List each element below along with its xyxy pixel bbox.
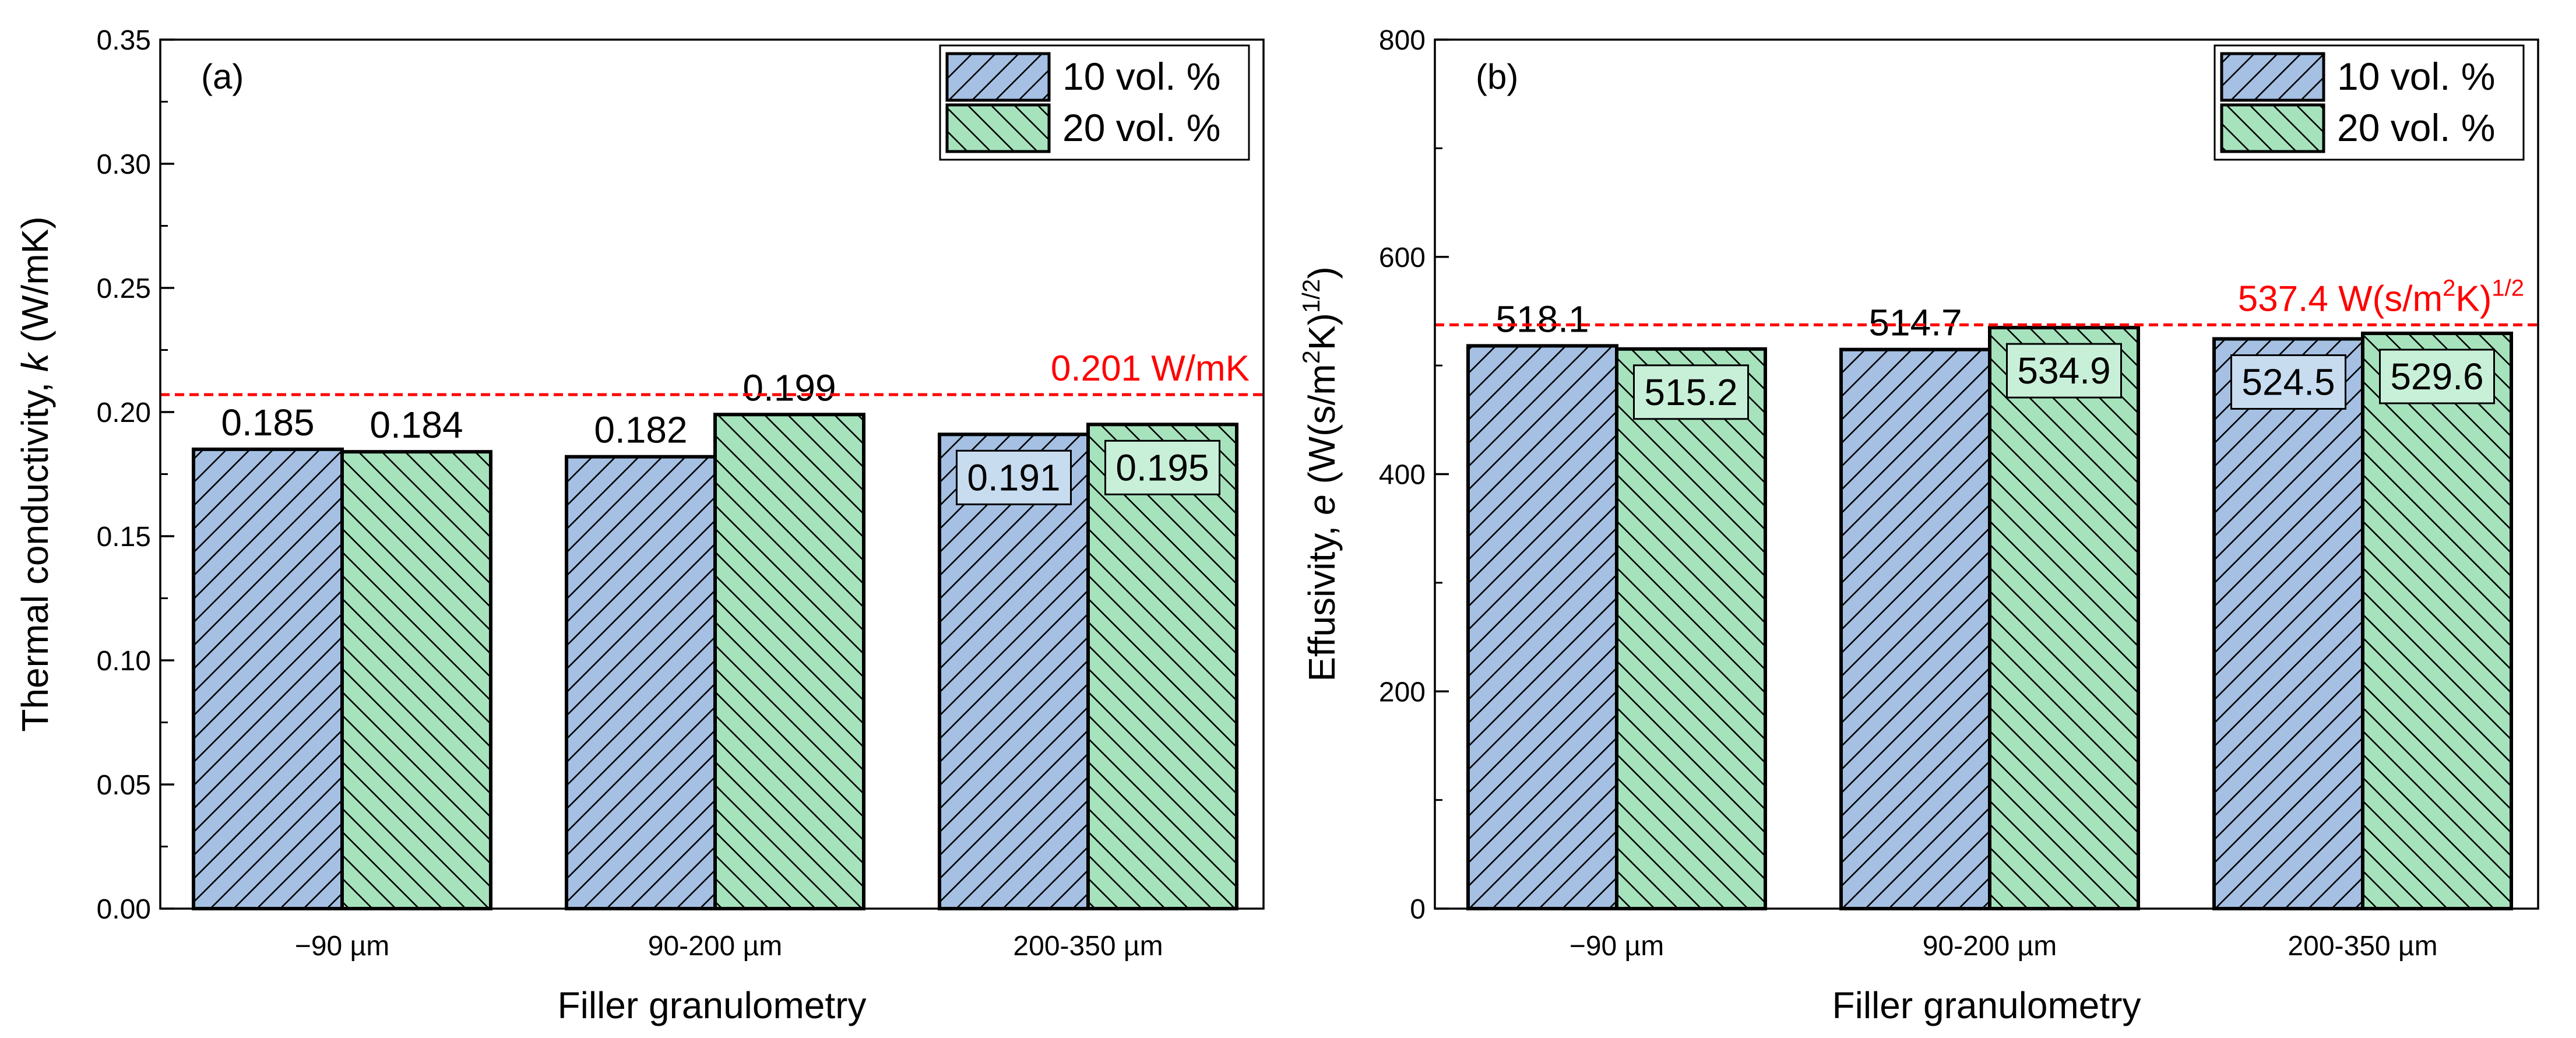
legend-swatch-outline [945, 52, 1051, 102]
bar-hatch-s2-c2 [715, 414, 864, 909]
y-tick-label: 0.00 [97, 894, 151, 925]
x-tick-label: −90 µm [295, 931, 389, 962]
legend-swatch-outline [2220, 52, 2325, 102]
y-tick-label: 0.25 [97, 273, 151, 304]
legend-swatch-outline [2220, 103, 2325, 153]
value-label: 0.191 [967, 456, 1060, 498]
value-label-box [2006, 343, 2122, 399]
y-tick-label: 0.30 [97, 149, 151, 180]
x-tick-label: 90-200 µm [648, 931, 782, 962]
x-tick-label: 200-350 µm [2288, 931, 2437, 962]
value-label-box [956, 449, 1072, 505]
bar-hatch-s1-c1 [193, 449, 342, 909]
bar-hatch-s1-c3 [939, 434, 1088, 909]
y-tick-label: 800 [1379, 25, 1426, 56]
value-label: 0.199 [742, 367, 836, 409]
legend-swatch-hatch [947, 105, 1049, 152]
panel-b: 0 200 400 600 800 518.1 515.2 −90 µm 514.7 534.9 9… [1297, 25, 2539, 1026]
legend-swatch-hatch [2222, 105, 2324, 152]
legend-label: 20 vol. % [1062, 106, 1220, 149]
y-axis-title: Thermal conductivity, k (W/mK) [14, 216, 56, 731]
panel-a: 0.00 0.05 0.10 0.15 0.20 0.25 0.30 0.35 0.185 0.1… [14, 25, 1265, 1026]
legend-swatch-hatch [2222, 54, 2324, 100]
bar-hatch-s2-c2 [1990, 328, 2138, 909]
legend-label: 10 vol. % [1062, 55, 1220, 98]
bar-hatch-s1-c1 [1468, 346, 1617, 909]
panel-label: (a) [201, 57, 244, 96]
value-label: 529.6 [2390, 356, 2483, 397]
value-label: 0.195 [1115, 446, 1209, 488]
value-label: 524.5 [2241, 361, 2335, 403]
value-label-box [1104, 439, 1220, 495]
bar-hatch-s1-c2 [1841, 349, 1990, 909]
y-tick-label: 0.10 [97, 646, 151, 677]
y-tick-label: 0 [1410, 894, 1426, 925]
x-tick-label: 90-200 µm [1923, 931, 2057, 962]
bar-hatch-s2-c1 [342, 452, 491, 909]
legend-label: 20 vol. % [2337, 106, 2495, 149]
value-label: 515.2 [1644, 371, 1737, 413]
reference-label: 0.201 W/mK [1051, 349, 1250, 389]
legend-swatch-hatch [947, 54, 1049, 100]
bar-hatch-s1-c2 [566, 456, 715, 909]
x-tick-label: −90 µm [1569, 931, 1664, 962]
value-label: 0.185 [221, 402, 314, 444]
y-tick-label: 0.15 [97, 522, 151, 553]
x-axis-title: Filler granulometry [1832, 984, 2141, 1026]
y-tick-label: 600 [1379, 242, 1426, 273]
bar-hatch-s2-c3 [2363, 333, 2511, 909]
y-tick-label: 200 [1379, 677, 1426, 708]
value-label: 514.7 [1868, 302, 1962, 344]
legend-frame [939, 44, 1250, 161]
y-tick-label: 0.20 [97, 397, 151, 428]
value-label: 0.184 [369, 404, 463, 446]
x-axis-title: Filler granulometry [558, 984, 867, 1026]
legend-swatch-outline [945, 103, 1051, 153]
value-label-box [1633, 364, 1749, 420]
y-tick-label: 0.35 [97, 25, 151, 56]
x-tick-label: 200-350 µm [1013, 931, 1163, 962]
value-label: 518.1 [1495, 298, 1589, 340]
bar-hatch-s2-c1 [1617, 349, 1765, 909]
y-tick-label: 400 [1379, 460, 1426, 491]
reference-label: 537.4 W(s/m2K)1/2 [2238, 275, 2524, 319]
legend-label: 10 vol. % [2337, 55, 2495, 98]
y-axis-title: Effusivity, e (W(s/m2K)1/2) [1297, 266, 1343, 681]
y-tick-label: 0.05 [97, 770, 151, 801]
bar-hatch-s1-c3 [2214, 339, 2363, 909]
value-label: 534.9 [2017, 350, 2110, 392]
plot-frame [1434, 38, 2539, 910]
panel-label: (b) [1476, 57, 1518, 96]
bar-hatch-s2-c3 [1088, 424, 1237, 909]
value-label: 0.182 [594, 409, 687, 451]
plot-frame [159, 38, 1265, 910]
legend-frame [2213, 44, 2525, 161]
value-label-box [2230, 354, 2346, 410]
value-label-box [2379, 349, 2495, 404]
